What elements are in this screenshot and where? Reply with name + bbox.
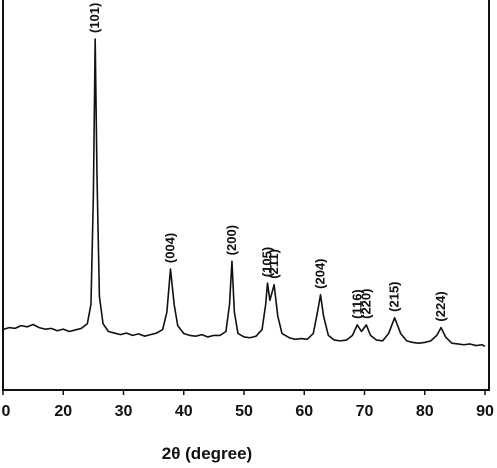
x-tick-label: 60: [295, 403, 313, 420]
peak-label: (211): [266, 249, 281, 279]
x-axis-label: 2θ (degree): [162, 444, 252, 463]
x-tick-label: 80: [416, 403, 434, 420]
peak-label: (215): [387, 281, 402, 311]
x-tick-label: 0: [2, 403, 11, 420]
peak-label: (224): [433, 291, 448, 321]
xrd-line: [2, 38, 486, 348]
x-tick-label: 20: [54, 403, 72, 420]
peak-label: (116): [349, 289, 364, 319]
peak-label: (101): [87, 3, 102, 33]
x-tick-label: 70: [356, 403, 374, 420]
x-tick-label: 30: [115, 403, 133, 420]
x-tick-label: 50: [235, 403, 253, 420]
peak-label: (204): [313, 258, 328, 288]
x-tick-label: 40: [175, 403, 193, 420]
peak-label: (105): [259, 247, 274, 277]
peak-label: (004): [162, 233, 177, 263]
peak-label: (220): [358, 289, 373, 319]
peak-label: (200): [224, 225, 239, 255]
x-tick-label: 90: [476, 403, 494, 420]
